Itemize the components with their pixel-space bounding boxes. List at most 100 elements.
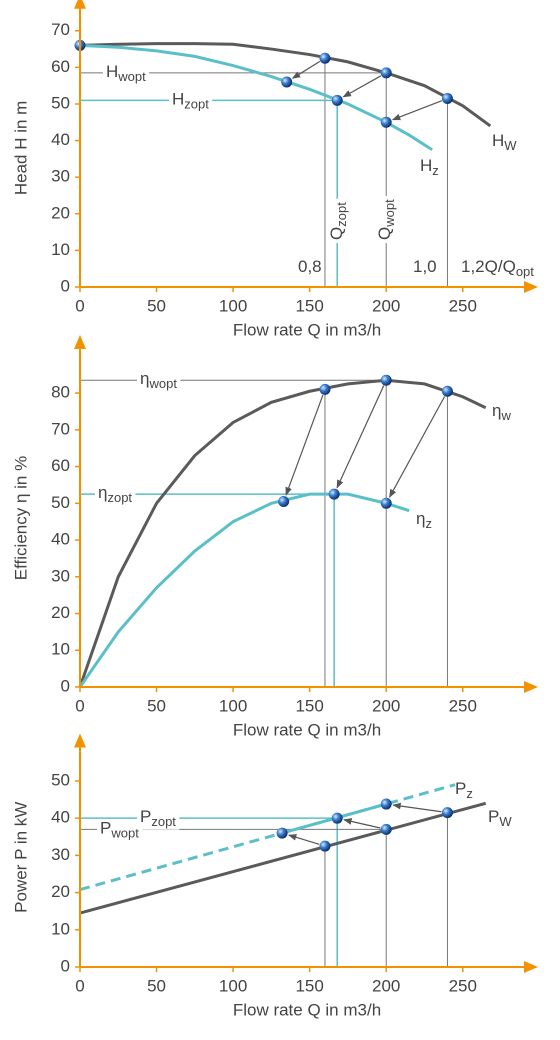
curve-label: Hz <box>420 156 439 178</box>
opt-label-group: Hzopt <box>169 89 213 112</box>
curve <box>78 378 487 688</box>
arrow <box>291 60 321 79</box>
x-axis-label: Flow rate Q in m3/h <box>233 1000 381 1019</box>
point <box>278 495 290 507</box>
curve-label: PW <box>488 807 512 829</box>
annotation-sub: zopt <box>334 202 349 227</box>
y-tick-label: 30 <box>51 566 70 585</box>
label-background <box>103 62 150 85</box>
annotation-main: 0,8 <box>298 257 322 276</box>
opt-label: ηzopt <box>98 484 132 506</box>
curve-label-group: ηz <box>416 509 432 531</box>
y-tick-label: 50 <box>51 770 70 789</box>
annotation-sub: opt <box>516 264 534 279</box>
y-tick-label: 10 <box>51 240 70 259</box>
label-background <box>375 195 398 243</box>
curve-label: ηw <box>492 401 511 423</box>
opt-label: Pwopt <box>100 819 139 841</box>
label-background <box>97 818 143 841</box>
annotation: Qwopt <box>375 199 397 240</box>
y-axis-arrow <box>74 335 86 349</box>
y-axis-label: Head H in m <box>11 101 30 195</box>
annotation-group: Qwopt <box>375 195 398 243</box>
point <box>380 823 392 835</box>
point <box>380 374 392 386</box>
annotation: 1,0 <box>413 257 437 276</box>
annotation-group: 1,0 <box>413 257 437 276</box>
arrow <box>336 385 385 489</box>
y-tick-label: 70 <box>51 419 70 438</box>
curve-label-main: η <box>492 401 501 420</box>
point <box>331 94 343 106</box>
curve <box>79 43 433 151</box>
opt-label-group: Pzopt <box>137 807 180 830</box>
x-tick-label: 0 <box>75 976 84 995</box>
label-background <box>327 198 350 243</box>
opt-label: Hwopt <box>106 62 146 84</box>
y-axis-label: Efficiency η in % <box>11 456 30 580</box>
annotation-group: 0,8 <box>298 257 322 276</box>
y-tick-label: 10 <box>51 640 70 659</box>
opt-label-sub: zopt <box>184 97 209 112</box>
x-tick-label: 150 <box>295 696 323 715</box>
point <box>441 385 453 397</box>
point <box>276 827 288 839</box>
x-axis-label: Flow rate Q in m3/h <box>233 320 381 339</box>
point <box>380 798 392 810</box>
x-axis-arrow <box>524 681 538 693</box>
y-tick-label: 50 <box>51 493 70 512</box>
curve-label-sub: w <box>500 408 511 423</box>
x-tick-label: 150 <box>295 976 323 995</box>
curve-label-main: H <box>420 156 432 175</box>
annotation: 0,8 <box>298 257 322 276</box>
arrow <box>343 818 381 829</box>
point <box>319 52 331 64</box>
opt-label-main: η <box>140 370 149 389</box>
annotation: Qzopt <box>327 202 349 240</box>
y-axis-label: Power P in kW <box>11 802 30 913</box>
opt-label-main: H <box>172 90 184 109</box>
curve-label-sub: z <box>432 163 439 178</box>
curve-label-sub: W <box>499 814 512 829</box>
y-tick-label: 0 <box>61 276 70 295</box>
x-axis-label: Flow rate Q in m3/h <box>233 720 381 739</box>
x-tick-label: 0 <box>75 696 84 715</box>
point <box>380 116 392 128</box>
label-background <box>137 807 180 830</box>
point <box>441 92 453 104</box>
x-axis-arrow <box>524 281 538 293</box>
opt-label: ηwopt <box>140 370 177 392</box>
x-tick-label: 0 <box>75 296 84 315</box>
point <box>319 383 331 395</box>
point <box>331 812 343 824</box>
opt-label: Hzopt <box>172 90 209 112</box>
curve-label: ηz <box>416 509 432 531</box>
curve-label-main: η <box>416 509 425 528</box>
opt-label-group: ηwopt <box>137 369 181 392</box>
x-tick-label: 150 <box>295 296 323 315</box>
x-tick-label: 250 <box>449 696 477 715</box>
opt-label-main: H <box>106 62 118 81</box>
x-tick-label: 200 <box>372 696 400 715</box>
y-tick-label: 20 <box>51 203 70 222</box>
label-background <box>169 89 213 112</box>
y-axis-arrow <box>74 733 86 748</box>
curve <box>79 801 487 915</box>
curve-label-main: P <box>455 779 466 798</box>
arrow <box>342 75 382 98</box>
x-tick-label: 200 <box>372 296 400 315</box>
point <box>441 807 453 819</box>
annotation: 1,2Q/Qopt <box>461 257 534 279</box>
x-tick-label: 250 <box>449 296 477 315</box>
label-background <box>95 483 136 506</box>
curve-label-sub: z <box>425 516 432 531</box>
curve-label-group: Pz <box>455 779 473 801</box>
curve-label-main: P <box>488 807 499 826</box>
x-tick-label: 50 <box>147 976 166 995</box>
x-tick-label: 100 <box>219 296 247 315</box>
opt-label-main: η <box>98 484 107 503</box>
y-tick-label: 70 <box>51 20 70 39</box>
opt-label-sub: zopt <box>151 815 176 830</box>
arrow <box>392 802 442 813</box>
